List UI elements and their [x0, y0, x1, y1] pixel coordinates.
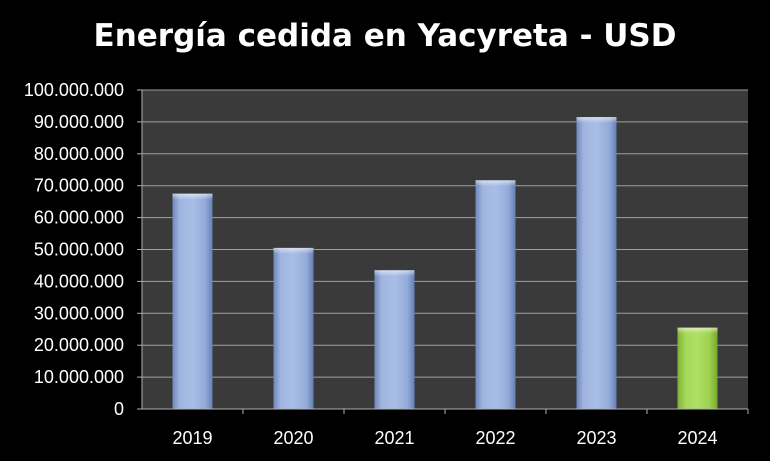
x-tick-label: 2022 — [475, 428, 515, 448]
bar — [172, 193, 213, 409]
y-tick-label: 80.000.000 — [34, 144, 124, 164]
y-tick-label: 20.000.000 — [34, 335, 124, 355]
y-tick-label: 60.000.000 — [34, 208, 124, 228]
bar-2023 — [576, 117, 617, 410]
bar-2020 — [273, 247, 314, 409]
x-tick-label: 2021 — [374, 428, 414, 448]
bar — [374, 270, 415, 409]
x-tick-label: 2024 — [677, 428, 717, 448]
y-tick-label: 100.000.000 — [24, 80, 124, 100]
x-tick-label: 2023 — [576, 428, 616, 448]
x-tick-label: 2019 — [172, 428, 212, 448]
y-tick-label: 50.000.000 — [34, 240, 124, 260]
y-tick-label: 70.000.000 — [34, 176, 124, 196]
bar-2022 — [475, 180, 516, 409]
y-tick-label: 40.000.000 — [34, 271, 124, 291]
y-tick-label: 0 — [114, 399, 124, 419]
bar-2024 — [677, 327, 718, 409]
y-tick-label: 10.000.000 — [34, 367, 124, 387]
bar-cap — [576, 117, 617, 124]
bar-cap — [273, 247, 314, 254]
y-tick-label: 90.000.000 — [34, 112, 124, 132]
x-tick-label: 2020 — [273, 428, 313, 448]
bar-2019 — [172, 193, 213, 409]
bar-2021 — [374, 270, 415, 409]
chart-title: Energía cedida en Yacyreta - USD — [93, 18, 677, 54]
bar-cap — [677, 327, 718, 334]
bar-cap — [374, 270, 415, 277]
bar-cap — [172, 193, 213, 200]
bar — [475, 180, 516, 409]
y-tick-label: 30.000.000 — [34, 303, 124, 323]
bar — [273, 247, 314, 409]
bar — [576, 117, 617, 410]
bar-cap — [475, 180, 516, 187]
bar — [677, 327, 718, 409]
